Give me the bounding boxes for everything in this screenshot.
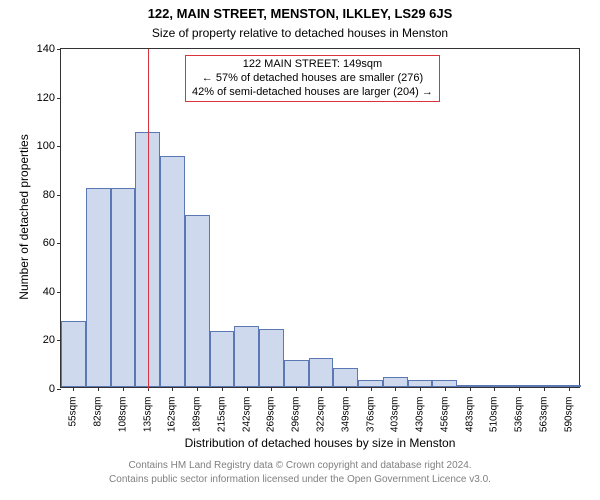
x-tick-label: 430sqm	[415, 397, 426, 437]
y-tick-label: 40	[43, 286, 55, 298]
x-tick-mark	[321, 387, 322, 391]
histogram-bar	[432, 380, 457, 387]
x-tick-label: 108sqm	[117, 397, 128, 437]
histogram-bar	[358, 380, 383, 387]
x-tick-mark	[98, 387, 99, 391]
x-tick-label: 590sqm	[563, 397, 574, 437]
y-tick-mark	[57, 146, 61, 147]
x-tick-label: 349sqm	[340, 397, 351, 437]
y-tick-label: 120	[37, 92, 55, 104]
callout-line: ← 57% of detached houses are smaller (27…	[192, 72, 433, 86]
x-tick-mark	[197, 387, 198, 391]
x-tick-mark	[222, 387, 223, 391]
x-tick-mark	[371, 387, 372, 391]
histogram-bar	[61, 321, 86, 387]
histogram-bar	[309, 358, 334, 387]
y-tick-label: 140	[37, 43, 55, 55]
y-tick-mark	[57, 292, 61, 293]
y-tick-mark	[57, 49, 61, 50]
x-tick-label: 456sqm	[439, 397, 450, 437]
x-tick-mark	[271, 387, 272, 391]
x-tick-label: 189sqm	[192, 397, 203, 437]
y-tick-label: 100	[37, 140, 55, 152]
y-tick-mark	[57, 98, 61, 99]
histogram-bar	[383, 377, 408, 387]
histogram-bar	[160, 156, 185, 387]
x-tick-label: 563sqm	[538, 397, 549, 437]
x-tick-mark	[569, 387, 570, 391]
histogram-bar	[185, 215, 210, 387]
y-tick-label: 60	[43, 237, 55, 249]
histogram-bar	[234, 326, 259, 387]
callout-line: 42% of semi-detached houses are larger (…	[192, 86, 433, 100]
x-tick-mark	[172, 387, 173, 391]
x-tick-label: 510sqm	[489, 397, 500, 437]
x-tick-label: 483sqm	[464, 397, 475, 437]
y-tick-mark	[57, 389, 61, 390]
y-tick-label: 80	[43, 189, 55, 201]
x-tick-label: 82sqm	[93, 397, 104, 437]
x-tick-mark	[73, 387, 74, 391]
x-tick-mark	[247, 387, 248, 391]
x-tick-label: 376sqm	[365, 397, 376, 437]
y-axis-label: Number of detached properties	[17, 47, 31, 387]
y-tick-mark	[57, 195, 61, 196]
x-tick-mark	[544, 387, 545, 391]
histogram-bar	[259, 329, 284, 387]
histogram-bar	[333, 368, 358, 387]
callout-box: 122 MAIN STREET: 149sqm← 57% of detached…	[185, 55, 440, 102]
histogram-bar	[408, 380, 433, 387]
y-tick-mark	[57, 243, 61, 244]
histogram-bar	[86, 188, 111, 387]
x-tick-label: 296sqm	[291, 397, 302, 437]
x-tick-label: 135sqm	[142, 397, 153, 437]
x-tick-mark	[420, 387, 421, 391]
x-tick-mark	[494, 387, 495, 391]
x-tick-label: 162sqm	[167, 397, 178, 437]
chart-container: 122, MAIN STREET, MENSTON, ILKLEY, LS29 …	[0, 0, 600, 500]
x-tick-mark	[445, 387, 446, 391]
x-tick-mark	[519, 387, 520, 391]
footer-line-2: Contains public sector information licen…	[0, 474, 600, 485]
histogram-bar	[111, 188, 136, 387]
y-tick-label: 20	[43, 334, 55, 346]
x-tick-mark	[296, 387, 297, 391]
x-tick-label: 322sqm	[316, 397, 327, 437]
x-tick-label: 269sqm	[266, 397, 277, 437]
x-tick-label: 55sqm	[68, 397, 79, 437]
callout-line: 122 MAIN STREET: 149sqm	[192, 58, 433, 72]
x-tick-mark	[470, 387, 471, 391]
property-marker-line	[148, 49, 149, 389]
x-tick-label: 403sqm	[390, 397, 401, 437]
plot-area: 02040608010012014055sqm82sqm108sqm135sqm…	[60, 48, 580, 388]
histogram-bar	[284, 360, 309, 387]
y-tick-label: 0	[49, 383, 55, 395]
footer-line-1: Contains HM Land Registry data © Crown c…	[0, 460, 600, 471]
x-tick-label: 536sqm	[514, 397, 525, 437]
x-tick-mark	[123, 387, 124, 391]
x-tick-mark	[346, 387, 347, 391]
x-tick-mark	[395, 387, 396, 391]
subtitle: Size of property relative to detached ho…	[0, 26, 600, 40]
address-title: 122, MAIN STREET, MENSTON, ILKLEY, LS29 …	[0, 6, 600, 21]
histogram-bar	[210, 331, 235, 387]
x-tick-label: 215sqm	[216, 397, 227, 437]
x-axis-label: Distribution of detached houses by size …	[60, 436, 580, 450]
x-tick-label: 242sqm	[241, 397, 252, 437]
